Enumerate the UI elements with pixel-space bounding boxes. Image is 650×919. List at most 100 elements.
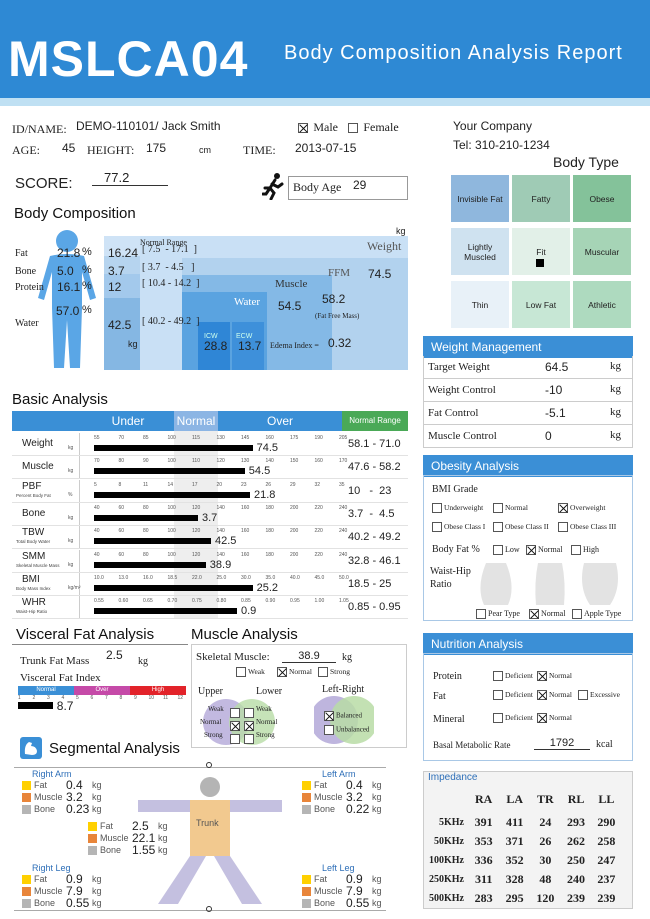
body-type-cell: Invisible Fat bbox=[450, 174, 510, 223]
male-checkbox[interactable] bbox=[298, 122, 308, 133]
male-option[interactable]: Male bbox=[298, 120, 338, 135]
impedance-freq: 50KHz bbox=[434, 836, 464, 847]
tick-label: 80 bbox=[143, 528, 149, 535]
vfi-normal: Normal bbox=[18, 686, 74, 695]
upper-strong-label: Strong bbox=[204, 731, 223, 739]
age-value: 45 bbox=[62, 141, 76, 155]
header-strip bbox=[0, 98, 650, 106]
impedance-freq: 250KHz bbox=[429, 874, 464, 885]
basic-value: 42.5 bbox=[215, 535, 237, 548]
grade-obese-1[interactable]: Obese Class I bbox=[432, 522, 485, 533]
segment-label: Left Leg bbox=[322, 863, 355, 873]
tick-label: 1.00 bbox=[314, 598, 325, 605]
segment-metric-label: Muscle bbox=[34, 886, 63, 896]
tick-label: 240 bbox=[339, 504, 348, 511]
tick-label: 20 bbox=[216, 481, 223, 488]
tick-label: 23 bbox=[241, 481, 247, 488]
wm-label: Muscle Control bbox=[428, 430, 497, 442]
basic-value: 0.9 bbox=[241, 605, 257, 618]
segment-metric-value: 0.4 bbox=[66, 778, 83, 792]
basic-range: 0.85 - 0.95 bbox=[348, 601, 401, 614]
basic-value: 74.5 bbox=[256, 442, 279, 454]
water-label: Water bbox=[234, 296, 260, 308]
segment-metric-label: Fat bbox=[314, 874, 328, 884]
upper-normal-checkbox[interactable] bbox=[230, 717, 242, 735]
bf-normal[interactable]: Normal bbox=[526, 545, 562, 556]
tick-label: 85 bbox=[143, 435, 149, 441]
fat-normal[interactable]: Normal bbox=[537, 690, 572, 701]
tick-label: 100 bbox=[167, 551, 176, 558]
basic-range: 58.1 - 71.0 bbox=[348, 438, 401, 450]
normal-range-label: Normal Range bbox=[140, 238, 187, 247]
arm-muscle-icon bbox=[20, 737, 42, 759]
grade-obese-2[interactable]: Obese Class II bbox=[493, 522, 549, 533]
muscle-swatch-icon bbox=[88, 834, 97, 843]
tick-label: 100 bbox=[167, 458, 176, 465]
female-option[interactable]: Female bbox=[348, 120, 399, 135]
impedance-cell: 30 bbox=[539, 853, 552, 867]
impedance-col: TR bbox=[537, 792, 554, 806]
impedance-col: RL bbox=[567, 792, 585, 806]
fat-excessive[interactable]: Excessive bbox=[578, 690, 620, 701]
grade-overweight[interactable]: Overweight bbox=[558, 503, 605, 514]
protein-normal[interactable]: Normal bbox=[537, 671, 572, 682]
segment-unit: kg bbox=[372, 804, 382, 814]
time-label: TIME: bbox=[243, 143, 276, 157]
trunk-fat-unit: kg bbox=[138, 656, 148, 667]
tick-label: 0.85 bbox=[241, 598, 251, 605]
tick-label: 100 bbox=[167, 528, 176, 535]
tick-label: 29 bbox=[290, 481, 296, 488]
tick-label: 90 bbox=[143, 458, 149, 465]
basic-row: Muscle kg 70 80 90 100 110 120 130 140 150 160 170 54… bbox=[12, 456, 408, 480]
lr-balanced[interactable]: Balanced bbox=[324, 711, 362, 721]
tick-label: 150 bbox=[290, 458, 299, 465]
lower-strong-checkbox[interactable] bbox=[244, 730, 256, 748]
lower-normal-checkbox[interactable] bbox=[244, 717, 256, 735]
tick-label: 70 bbox=[94, 458, 100, 465]
whr-apple[interactable]: Apple Type bbox=[572, 609, 621, 620]
bmi-grade-label: BMI Grade bbox=[432, 484, 478, 495]
bf-low[interactable]: Low bbox=[493, 545, 520, 556]
lower-weak-checkbox[interactable] bbox=[244, 704, 256, 722]
vfi-tick: 6 bbox=[90, 695, 94, 701]
bf-high[interactable]: High bbox=[571, 545, 599, 556]
body-type-cell: Athletic bbox=[572, 280, 632, 329]
lr-unbalanced[interactable]: Unbalanced bbox=[324, 725, 369, 735]
upper-weak-checkbox[interactable] bbox=[230, 704, 242, 722]
body-silhouette-icon bbox=[30, 228, 104, 370]
sm-strong[interactable]: Strong bbox=[318, 667, 350, 678]
mineral-deficient[interactable]: Deficient bbox=[493, 713, 533, 724]
tick-label: 140 bbox=[216, 551, 225, 558]
sm-weak[interactable]: Weak bbox=[236, 667, 265, 678]
height-value: 175 bbox=[146, 141, 167, 155]
basic-row-name: PBF Percent Body Fat% bbox=[12, 479, 80, 503]
weight-mgmt-title: Weight Management bbox=[423, 336, 633, 358]
grade-obese-3[interactable]: Obese Class III bbox=[558, 522, 616, 533]
segment-metric-label: Bone bbox=[314, 898, 336, 908]
protein-deficient[interactable]: Deficient bbox=[493, 671, 533, 682]
basic-bar bbox=[94, 445, 253, 451]
basic-row-name: Bone kg bbox=[12, 502, 80, 526]
whr-pear[interactable]: Pear Type bbox=[476, 609, 520, 620]
tick-label: 35 bbox=[339, 481, 345, 488]
bc-name: Bone bbox=[15, 266, 37, 277]
grade-normal[interactable]: Normal bbox=[493, 503, 528, 514]
tick-label: 16.0 bbox=[143, 574, 153, 581]
pear-shape-icon bbox=[476, 563, 516, 605]
fat-swatch-icon bbox=[302, 875, 311, 884]
mineral-normal[interactable]: Normal bbox=[537, 713, 572, 724]
female-checkbox[interactable] bbox=[348, 122, 358, 133]
whr-label-1: Waist-Hip bbox=[430, 566, 471, 577]
segment-metric-value: 3.2 bbox=[66, 790, 83, 804]
impedance-cell: 371 bbox=[505, 834, 524, 848]
tick-label: 160 bbox=[314, 458, 323, 465]
body-type-cell: Fatty bbox=[511, 174, 571, 223]
fat-deficient[interactable]: Deficient bbox=[493, 690, 533, 701]
upper-strong-checkbox[interactable] bbox=[230, 730, 242, 748]
sm-normal[interactable]: Normal bbox=[277, 667, 312, 678]
grade-underweight[interactable]: Underweight bbox=[432, 503, 483, 514]
tick-label: 160 bbox=[265, 435, 274, 441]
time-value: 2013-07-15 bbox=[295, 141, 357, 155]
bmr-label: Basal Metabolic Rate bbox=[433, 740, 511, 750]
whr-normal[interactable]: Normal bbox=[529, 609, 565, 620]
